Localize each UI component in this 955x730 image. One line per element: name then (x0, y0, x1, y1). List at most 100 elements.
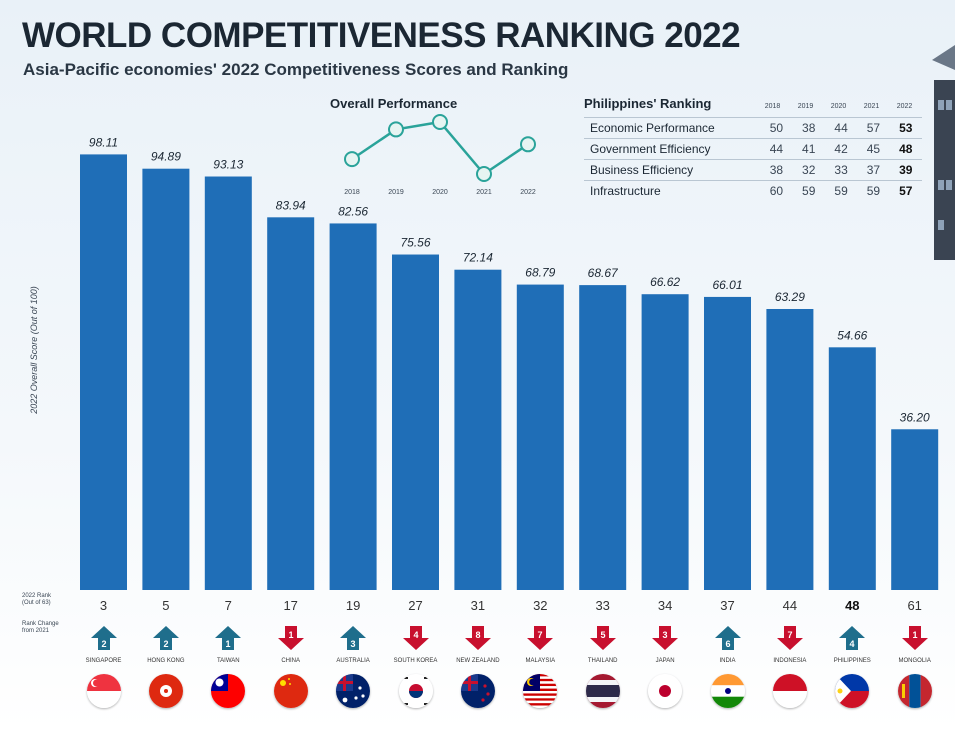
row-label: Government Efficiency (584, 138, 761, 160)
arrow-up-icon: 3 (339, 624, 367, 652)
country-label: THAILAND (587, 658, 618, 664)
performance-point (432, 114, 448, 130)
svg-text:5: 5 (600, 630, 605, 640)
flag-hk-icon (148, 674, 183, 708)
performance-point (476, 166, 492, 182)
bar (704, 296, 751, 590)
ranking-table-years: 2018 2019 2020 2021 2022 (756, 103, 921, 110)
arrow-up-icon: 6 (714, 624, 742, 652)
flag-mn-icon (897, 674, 932, 708)
country-label: PHILIPPINES (833, 658, 871, 664)
flag-cn-icon (273, 674, 308, 708)
rank-value: 31 (470, 598, 486, 613)
flag-ph-icon (835, 674, 870, 708)
flag-th-icon (585, 674, 620, 708)
country-label: TAIWAN (216, 658, 240, 664)
philippines-ranking-table: Economic Performance 50 38 44 57 53 Gove… (584, 117, 922, 201)
cell: 33 (824, 159, 858, 181)
svg-text:4: 4 (850, 639, 855, 649)
cell: 38 (792, 117, 825, 139)
flag-id-icon (772, 674, 807, 708)
svg-text:3: 3 (351, 639, 356, 649)
svg-text:1: 1 (288, 630, 293, 640)
flag-nz-icon (460, 674, 495, 708)
svg-text:3: 3 (663, 630, 668, 640)
bar-value-label: 94.89 (151, 150, 181, 164)
bar (641, 294, 689, 590)
cell: 53 (889, 117, 922, 139)
svg-text:1: 1 (226, 639, 231, 649)
building-decoration (932, 45, 955, 260)
cell: 41 (792, 138, 825, 160)
year-header: 2020 (830, 103, 847, 110)
bar-value-label: 68.79 (525, 266, 555, 280)
bar (454, 269, 502, 590)
country-label: AUSTRALIA (336, 658, 370, 664)
bar (267, 217, 315, 590)
bar-value-label: 63.29 (775, 290, 805, 304)
svg-text:2: 2 (101, 639, 106, 649)
x-tick-label: 2019 (388, 189, 404, 196)
bar-value-label: 82.56 (338, 204, 368, 218)
flag-in-icon (710, 674, 745, 708)
change-row-label: Rank Change (22, 621, 59, 627)
rank-value: 44 (782, 598, 798, 613)
year-header: 2022 (896, 103, 913, 110)
cell: 39 (889, 159, 922, 181)
row-label: Business Efficiency (584, 159, 761, 181)
svg-text:7: 7 (538, 630, 543, 640)
arrow-down-icon: 5 (589, 624, 617, 652)
bar (329, 223, 377, 590)
cell: 38 (760, 159, 793, 181)
cell: 37 (857, 159, 890, 181)
bar-value-label: 36.20 (900, 410, 930, 424)
year-header: 2019 (797, 103, 814, 110)
arrow-up-icon: 2 (90, 624, 118, 652)
arrow-down-icon: 3 (651, 624, 679, 652)
inset-chart-title: Overall Performance (330, 96, 458, 111)
main-title: WORLD COMPETITIVENESS RANKING 2022 (22, 16, 741, 55)
table-row: Business Efficiency 38 32 33 37 39 (584, 159, 922, 181)
svg-text:7: 7 (787, 630, 792, 640)
country-label: JAPAN (655, 658, 675, 664)
country-label: HONG KONG (147, 658, 185, 664)
table-row: Infrastructure 60 59 59 59 57 (584, 180, 922, 201)
bar-chart: 98.11 94.89 93.13 83.94 82.56 75.56 72.14 68.79… (80, 135, 939, 590)
bar-value-label: 66.01 (712, 278, 742, 292)
change-row-sublabel: from 2021 (22, 628, 50, 634)
arrow-up-icon: 4 (838, 624, 866, 652)
arrow-down-icon: 7 (526, 624, 554, 652)
rank-row-sublabel: (Out of 63) (22, 600, 51, 606)
cell: 50 (760, 117, 793, 139)
flag-au-icon (336, 674, 371, 708)
arrow-down-icon: 8 (464, 624, 492, 652)
bar-value-label: 66.62 (650, 275, 680, 289)
svg-text:2: 2 (163, 639, 168, 649)
country-label: SINGAPORE (85, 658, 122, 664)
bar-value-label: 54.66 (837, 328, 867, 342)
bar-value-label: 75.56 (400, 236, 430, 250)
rank-value: 32 (533, 598, 548, 613)
bar (516, 284, 564, 590)
bar (142, 168, 190, 590)
x-tick-label: 2021 (476, 189, 492, 196)
country-label: CHINA (281, 658, 301, 664)
arrow-down-icon: 7 (776, 624, 804, 652)
svg-text:6: 6 (725, 639, 730, 649)
cell: 42 (824, 138, 858, 160)
bar (80, 154, 127, 590)
rank-value: 17 (283, 598, 298, 613)
row-label: Economic Performance (584, 117, 761, 139)
cell: 45 (857, 138, 890, 160)
bar (392, 254, 439, 590)
country-label: INDIA (719, 658, 736, 664)
rank-value: 37 (720, 598, 735, 613)
cell: 57 (889, 180, 922, 201)
rank-value: 19 (345, 598, 361, 613)
philippines-ranking-title: Philippines' Ranking (584, 96, 712, 111)
flag-jp-icon (648, 674, 683, 708)
rank-value: 61 (907, 598, 922, 613)
cell: 44 (824, 117, 858, 139)
bar-value-label: 98.11 (89, 135, 118, 149)
